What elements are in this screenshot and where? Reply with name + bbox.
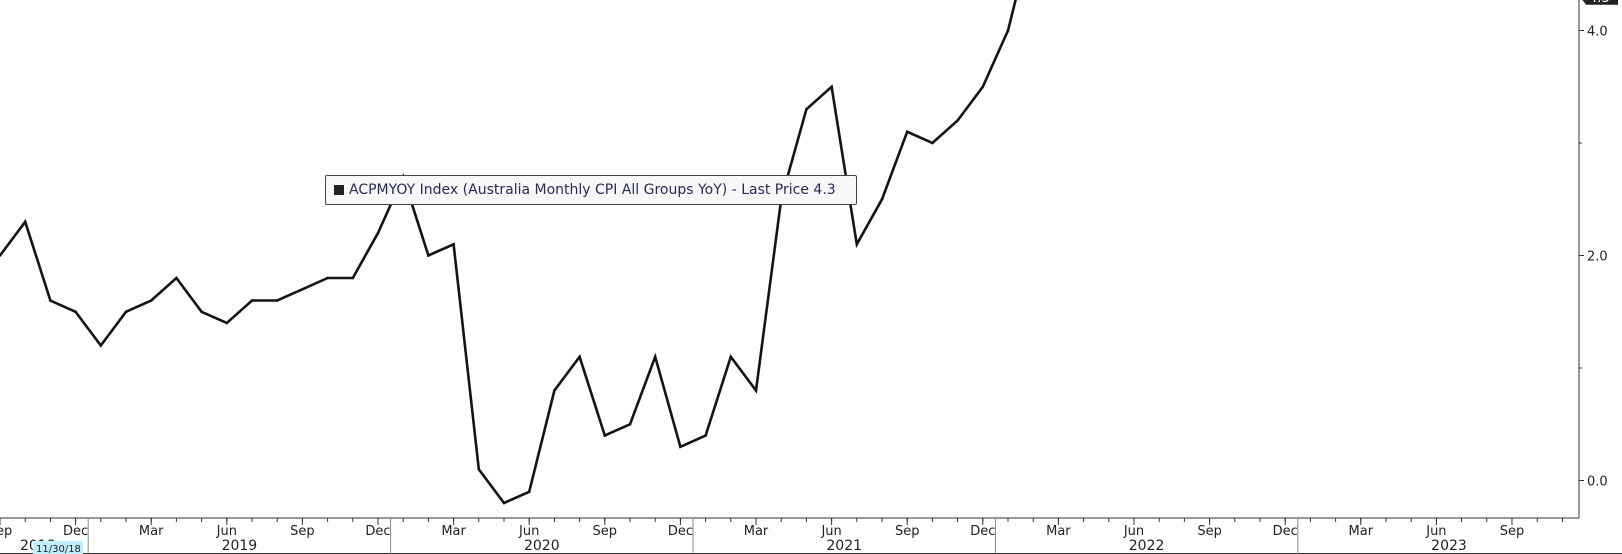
data-point (981, 85, 985, 89)
data-point (653, 355, 657, 359)
x-tick-label: Dec (63, 524, 88, 539)
x-tick-label: Mar (139, 524, 164, 539)
data-point (149, 299, 153, 302)
x-year-label: 2019 (222, 538, 258, 554)
data-point (729, 355, 733, 359)
y-tick-label: 0.0 (1587, 475, 1608, 490)
data-point (754, 389, 758, 392)
x-tick-label: Sep (290, 524, 315, 539)
data-point (99, 344, 103, 347)
data-point (275, 299, 279, 302)
y-tick-label: 4.0 (1587, 25, 1608, 40)
cpi-series-line (0, 0, 1017, 505)
x-tick-label: Sep (895, 524, 920, 539)
data-point (502, 501, 506, 505)
x-tick-label: Mar (441, 524, 466, 539)
data-point (452, 242, 455, 246)
data-point (527, 490, 531, 494)
data-point (830, 85, 833, 89)
x-tick-label: Jun (216, 524, 237, 539)
data-point (427, 254, 430, 257)
series-layer (0, 0, 1017, 505)
data-point (477, 467, 481, 471)
data-point (326, 276, 329, 280)
x-year-label: 2021 (826, 538, 862, 554)
data-point (23, 220, 27, 224)
x-tick-label: Sep (593, 524, 618, 539)
data-point (603, 434, 607, 437)
x-year-label: 2022 (1129, 538, 1165, 554)
data-point (905, 130, 909, 134)
data-point (1006, 29, 1010, 32)
x-tick-label: Jun (1123, 524, 1144, 539)
x-year-label: 2020 (524, 538, 560, 554)
x-tick-label: Jun (518, 524, 539, 539)
data-point (628, 422, 632, 426)
data-point (0, 254, 2, 257)
data-point (704, 434, 707, 437)
legend-swatch (334, 185, 344, 195)
x-tick-label: Dec (970, 524, 995, 539)
data-point (679, 445, 682, 449)
last-price-tag (1582, 0, 1618, 5)
x-year-label: 2023 (1431, 538, 1467, 554)
data-point (578, 355, 581, 359)
date-tag-bg (33, 541, 83, 554)
x-tick-label: Sep (1197, 524, 1222, 539)
data-point (805, 107, 808, 111)
data-point (351, 276, 355, 280)
x-tick-label: Mar (1349, 524, 1374, 539)
data-point (931, 141, 934, 145)
x-tick-label: Mar (744, 524, 769, 539)
data-point (175, 276, 178, 280)
x-tick-label: Dec (668, 524, 693, 539)
x-tick-label: Jun (1425, 524, 1446, 539)
x-tick-label: Mar (1046, 524, 1071, 539)
data-point (880, 197, 884, 201)
date-tag-label: 11/30/18 (36, 544, 81, 554)
x-tick-label: Jun (820, 524, 841, 539)
data-point (250, 299, 254, 302)
x-tick-label: Dec (1273, 524, 1298, 539)
legend-label: ACPMYOY Index (Australia Monthly CPI All… (349, 182, 836, 198)
last-price-label: 4.3 (1589, 0, 1610, 6)
data-point (553, 389, 556, 392)
x-tick-label: Sep (0, 524, 12, 539)
data-point (301, 287, 304, 291)
data-point (956, 119, 959, 122)
x-tick-label: Sep (1500, 524, 1525, 539)
data-point (74, 310, 77, 314)
data-point (200, 310, 203, 314)
data-point (376, 231, 380, 235)
data-point (225, 321, 229, 325)
data-point (124, 310, 128, 314)
chart-legend: ACPMYOY Index (Australia Monthly CPI All… (325, 175, 857, 205)
data-point (49, 299, 52, 302)
y-tick-label: 2.0 (1587, 250, 1608, 265)
x-tick-label: Dec (365, 524, 390, 539)
data-point (855, 242, 859, 246)
